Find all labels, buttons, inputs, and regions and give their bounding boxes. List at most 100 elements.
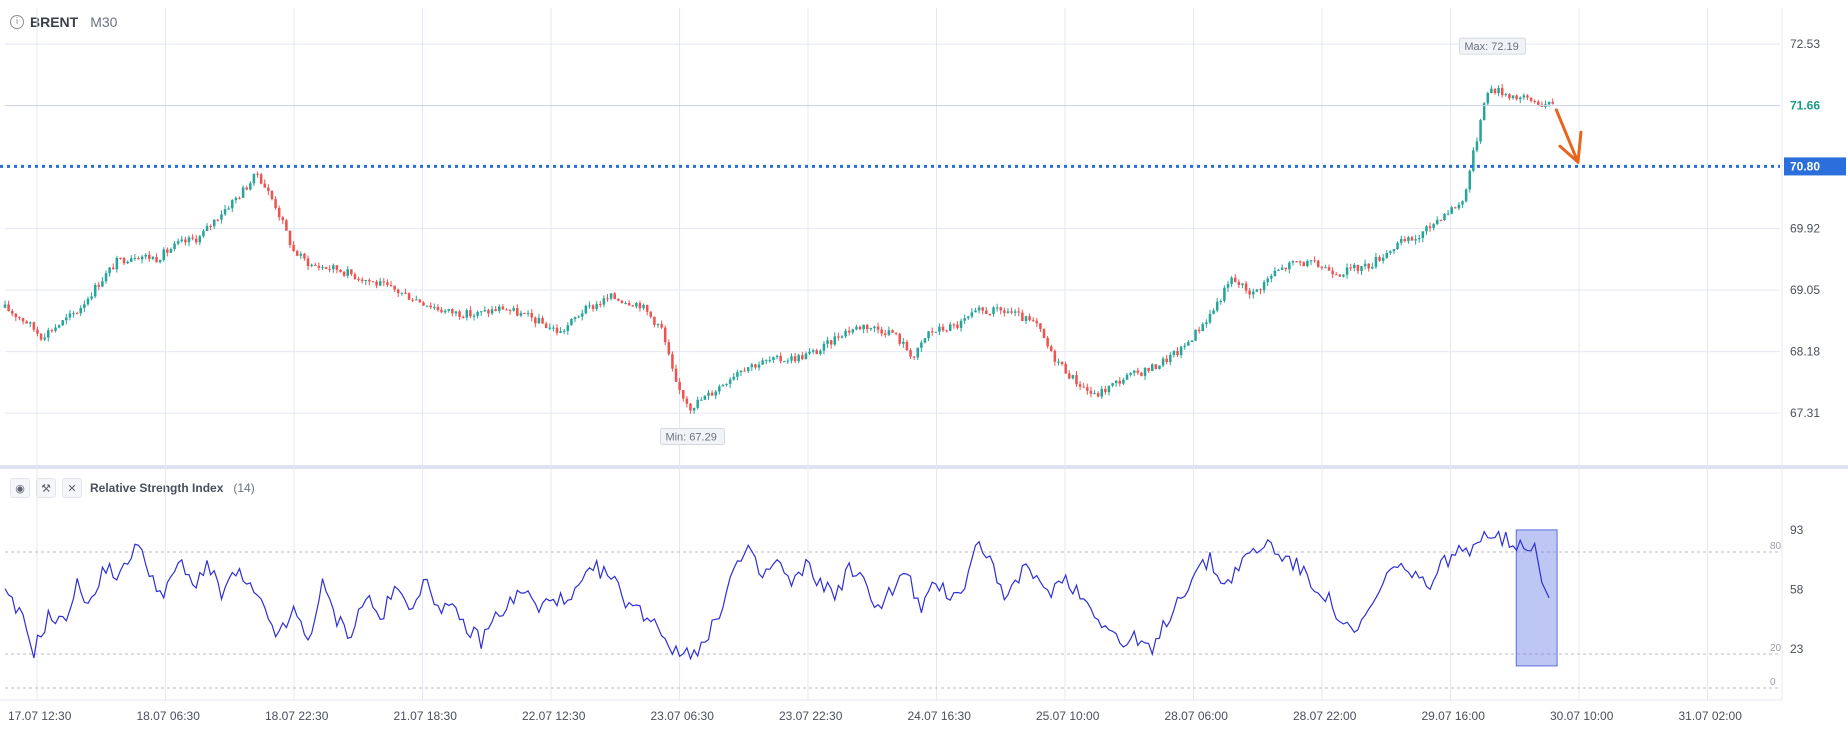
candle-body: [938, 326, 941, 332]
candle: [216, 219, 220, 222]
candle-body: [1327, 267, 1331, 271]
candle: [804, 351, 808, 360]
candle-body: [1060, 361, 1064, 364]
candle: [245, 185, 248, 191]
candle: [205, 223, 209, 232]
candle-body: [526, 313, 530, 315]
candle-body: [638, 303, 642, 309]
candle-body: [840, 336, 844, 338]
candle-body: [252, 173, 256, 184]
candle: [166, 247, 169, 257]
candle: [606, 294, 609, 302]
candle: [122, 256, 126, 266]
candle-body: [75, 313, 79, 315]
candle: [541, 315, 544, 324]
candle-body: [1389, 251, 1392, 253]
rsi-y-tick-label: 93: [1790, 523, 1804, 537]
candle: [768, 356, 772, 363]
candle: [562, 328, 566, 335]
candle-body: [1288, 262, 1291, 270]
candle: [1064, 361, 1067, 374]
candle: [718, 384, 721, 395]
candle-body: [1071, 375, 1075, 379]
candle: [887, 326, 891, 337]
candle-body: [1446, 213, 1450, 215]
candle: [1320, 265, 1324, 271]
candle-body: [133, 258, 137, 260]
candle-body: [1464, 189, 1468, 202]
candle-body: [277, 207, 281, 218]
candle: [1537, 99, 1540, 106]
candle-body: [577, 316, 580, 318]
candle: [1053, 349, 1057, 366]
candle-body: [1208, 313, 1212, 323]
candle: [212, 219, 216, 229]
candle: [1107, 385, 1111, 396]
candle: [371, 281, 375, 283]
candle: [1360, 265, 1363, 275]
candle-body: [1526, 95, 1529, 98]
candle-body: [970, 312, 974, 317]
candle-body: [1158, 365, 1161, 369]
y-tick-label: 69.92: [1790, 222, 1820, 236]
candle-body: [620, 300, 624, 304]
chart-timeframe[interactable]: M30: [90, 14, 118, 30]
candle-body: [1551, 101, 1554, 104]
candle: [1309, 259, 1313, 266]
candle-body: [768, 360, 772, 362]
rsi-y-tick-label: 58: [1790, 582, 1804, 596]
candle-body: [422, 302, 425, 306]
candle: [750, 362, 754, 371]
candle-body: [1349, 267, 1352, 269]
candle-body: [1096, 393, 1100, 397]
candle-body: [1100, 388, 1104, 397]
candle: [1212, 308, 1215, 315]
candle: [227, 205, 230, 210]
candle: [516, 304, 519, 317]
candle: [783, 360, 786, 363]
candle-body: [101, 281, 104, 287]
candle: [140, 255, 144, 264]
candle: [68, 309, 72, 321]
candle-body: [591, 305, 595, 309]
candle: [1169, 352, 1172, 366]
candle: [570, 318, 573, 326]
candle-body: [804, 353, 808, 360]
candle-body: [1262, 282, 1266, 291]
candle: [678, 377, 681, 395]
candle: [382, 277, 386, 287]
info-icon[interactable]: i: [10, 15, 24, 29]
candle-body: [995, 307, 999, 309]
candle-body: [1302, 262, 1306, 267]
candle: [1230, 276, 1233, 288]
eye-icon[interactable]: ◉: [10, 478, 30, 498]
candle-body: [909, 350, 912, 357]
candle-body: [977, 307, 981, 311]
candle: [497, 304, 501, 314]
candle-body: [570, 319, 573, 326]
candle: [433, 303, 436, 310]
candle: [1010, 307, 1013, 315]
candle-body: [205, 226, 209, 232]
candle: [378, 277, 382, 287]
indicator-name: Relative Strength Index: [90, 481, 224, 495]
candle-body: [1324, 267, 1327, 269]
candle: [310, 263, 313, 268]
candle: [714, 389, 717, 400]
candle-body: [891, 330, 894, 333]
candle: [1295, 260, 1298, 263]
candle: [902, 337, 905, 348]
candle-body: [1064, 363, 1067, 374]
candle: [1205, 319, 1208, 328]
close-icon[interactable]: ✕: [62, 478, 82, 498]
candle: [299, 251, 303, 259]
candle-body: [454, 311, 458, 314]
candle: [396, 288, 400, 297]
candle: [28, 321, 32, 328]
candle: [130, 255, 133, 263]
candle-body: [707, 392, 710, 396]
candle: [530, 309, 533, 322]
candle: [1551, 98, 1554, 105]
candle-body: [700, 399, 703, 401]
